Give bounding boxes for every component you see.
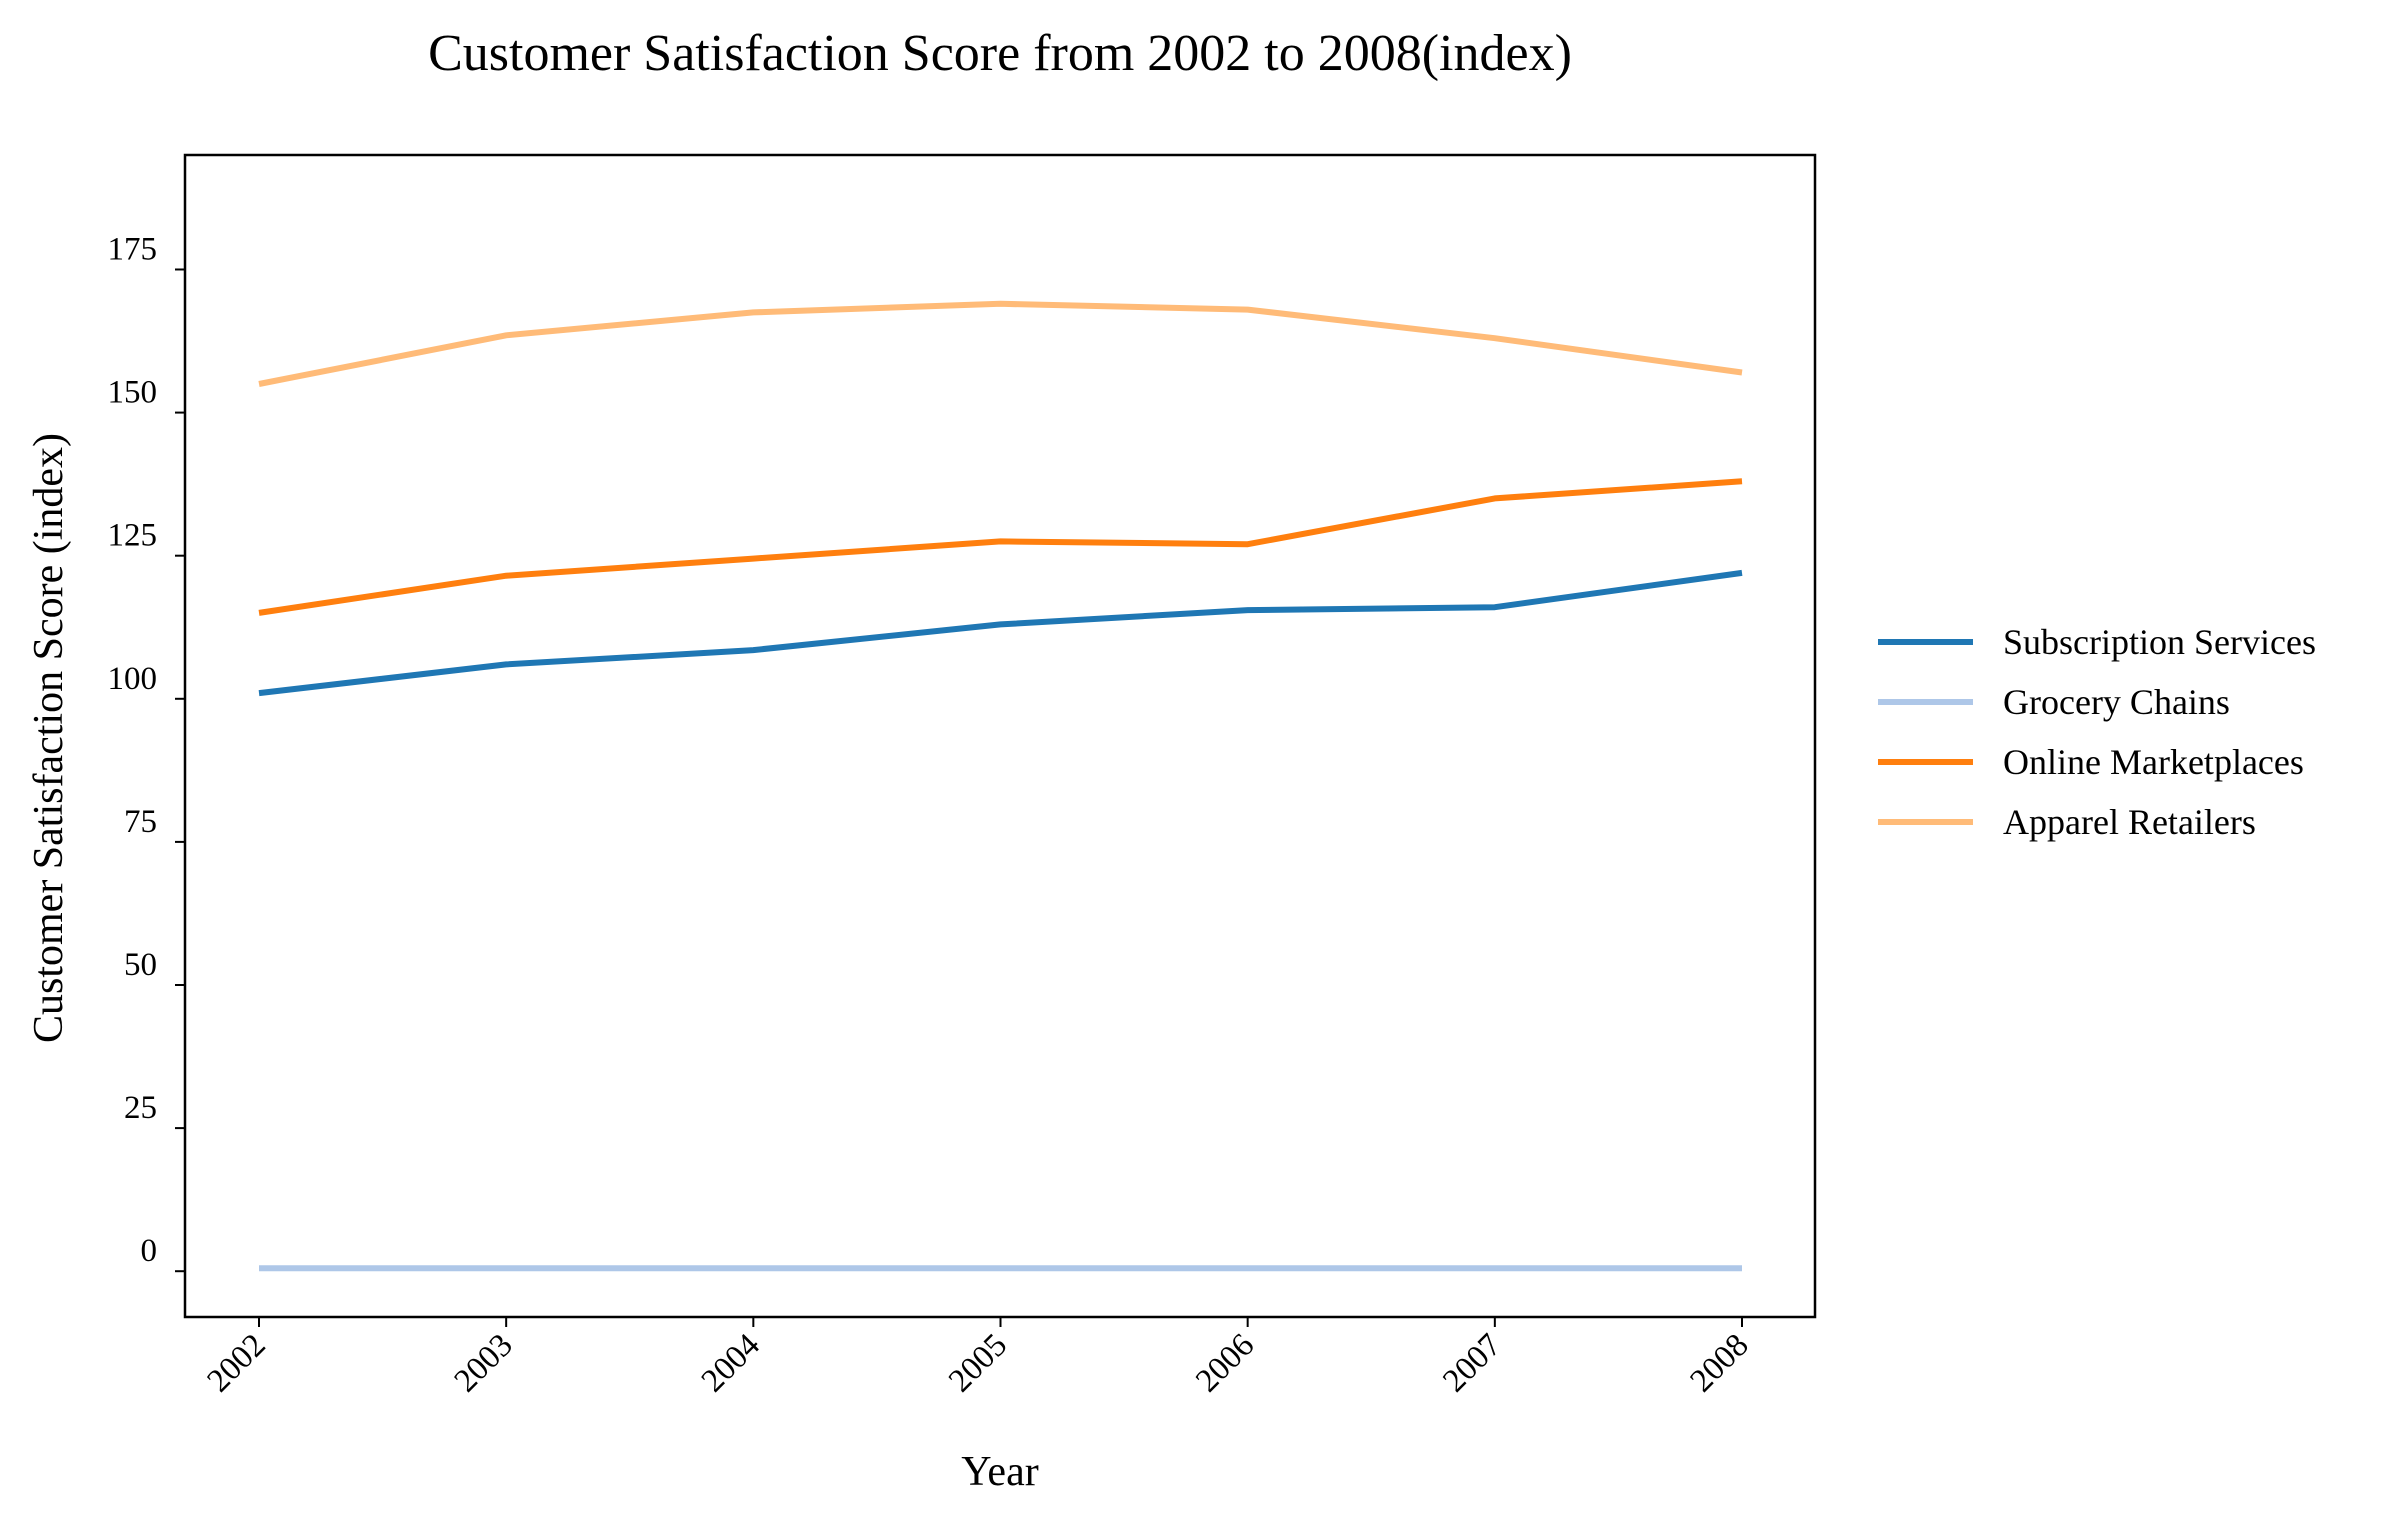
x-tick-label: 2003 bbox=[448, 1327, 520, 1399]
x-axis-title: Year bbox=[961, 1449, 1038, 1495]
legend: Subscription Services Grocery Chains Onlin… bbox=[1878, 622, 2316, 842]
y-tick-label: 125 bbox=[108, 518, 158, 554]
x-tick-label: 2007 bbox=[1436, 1327, 1508, 1399]
y-tick-label: 75 bbox=[124, 804, 157, 840]
plot-frame bbox=[183, 153, 1817, 1319]
x-tick-label: 2006 bbox=[1189, 1327, 1261, 1399]
x-tick-label: 2004 bbox=[695, 1327, 767, 1399]
chart-title: Customer Satisfaction Score from 2002 to… bbox=[428, 25, 1572, 82]
y-tick-label: 50 bbox=[124, 947, 157, 983]
y-axis-title: Customer Satisfaction Score (index) bbox=[26, 433, 72, 1043]
y-tick-label: 25 bbox=[124, 1090, 157, 1126]
legend-label: Online Marketplaces bbox=[2003, 742, 2304, 782]
series-line-3 bbox=[258, 300, 1743, 387]
plot-area: 0 25 50 75 100 125 150 175 2002 2003 2004 2005 2006 2… bbox=[108, 153, 1817, 1399]
x-tick-label: 2008 bbox=[1684, 1327, 1756, 1399]
legend-label: Apparel Retailers bbox=[2003, 802, 2256, 842]
y-tick-label: 175 bbox=[108, 231, 158, 267]
legend-label: Subscription Services bbox=[2003, 622, 2316, 662]
y-tick-label: 0 bbox=[141, 1233, 158, 1269]
series-line-0 bbox=[258, 569, 1743, 697]
y-tick-label: 150 bbox=[108, 375, 158, 411]
y-tick-label: 100 bbox=[108, 661, 158, 697]
legend-label: Grocery Chains bbox=[2003, 682, 2230, 722]
series-line-2 bbox=[258, 478, 1743, 616]
x-tick-label: 2002 bbox=[201, 1327, 273, 1399]
x-tick-label: 2005 bbox=[942, 1327, 1014, 1399]
